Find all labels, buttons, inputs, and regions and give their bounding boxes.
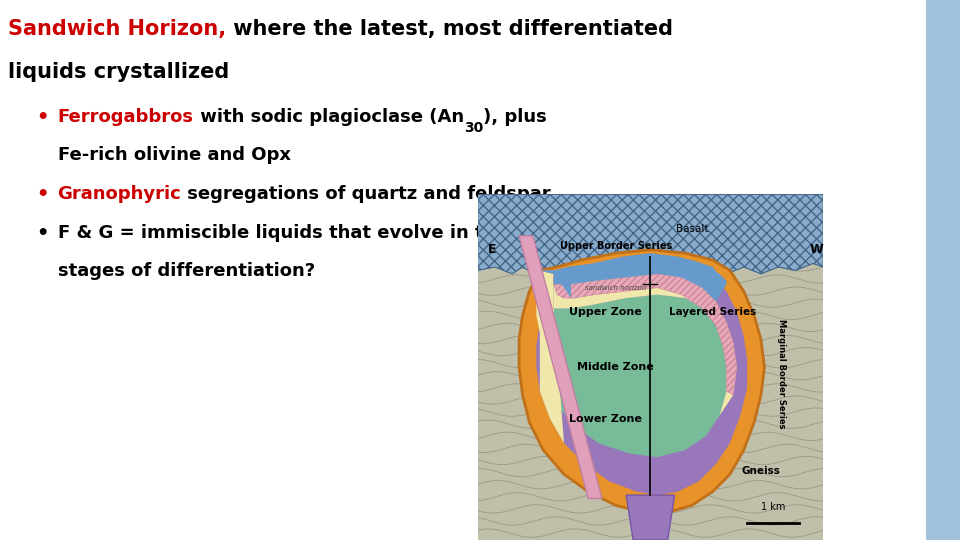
Text: Marginal Border Series: Marginal Border Series — [778, 319, 786, 429]
Text: W: W — [809, 243, 823, 256]
Text: with sodic plagioclase (An: with sodic plagioclase (An — [194, 108, 464, 126]
Text: 1 km: 1 km — [761, 502, 785, 512]
Text: liquids crystallized: liquids crystallized — [8, 62, 228, 82]
Text: •: • — [36, 224, 49, 243]
Text: Layered Series: Layered Series — [669, 307, 756, 317]
Text: sandwich horizon: sandwich horizon — [585, 285, 646, 291]
Polygon shape — [554, 264, 737, 416]
Text: •: • — [36, 185, 49, 204]
Polygon shape — [540, 256, 727, 301]
Text: segregations of quartz and feldspar: segregations of quartz and feldspar — [181, 185, 551, 202]
Text: Fe-rich olivine and Opx: Fe-rich olivine and Opx — [58, 146, 291, 164]
Polygon shape — [543, 295, 727, 457]
Text: Upper Zone: Upper Zone — [569, 307, 642, 317]
Polygon shape — [540, 253, 727, 284]
Text: ), plus: ), plus — [483, 108, 547, 126]
Text: Middle Zone: Middle Zone — [578, 362, 654, 372]
Polygon shape — [537, 271, 564, 443]
Text: E: E — [488, 243, 496, 256]
Text: 30: 30 — [464, 122, 483, 136]
Text: Granophyric: Granophyric — [58, 185, 181, 202]
Text: F & G = immiscible liquids that evolve in the late: F & G = immiscible liquids that evolve i… — [58, 224, 554, 242]
Polygon shape — [519, 236, 602, 498]
Polygon shape — [519, 249, 764, 512]
Text: Upper Border Series: Upper Border Series — [560, 241, 672, 251]
Text: where the latest, most differentiated: where the latest, most differentiated — [226, 19, 673, 39]
Polygon shape — [554, 274, 737, 395]
Text: •: • — [36, 108, 49, 127]
Polygon shape — [478, 194, 823, 281]
Text: 30: 30 — [464, 108, 483, 122]
Text: Ferrogabbros: Ferrogabbros — [58, 108, 194, 126]
Polygon shape — [537, 256, 747, 495]
Text: Gneiss: Gneiss — [741, 466, 780, 476]
Text: Lower Zone: Lower Zone — [569, 414, 642, 424]
Polygon shape — [626, 495, 675, 540]
Text: Basalt: Basalt — [676, 224, 708, 234]
Text: stages of differentiation?: stages of differentiation? — [58, 262, 315, 280]
Text: Sandwich Horizon,: Sandwich Horizon, — [8, 19, 226, 39]
